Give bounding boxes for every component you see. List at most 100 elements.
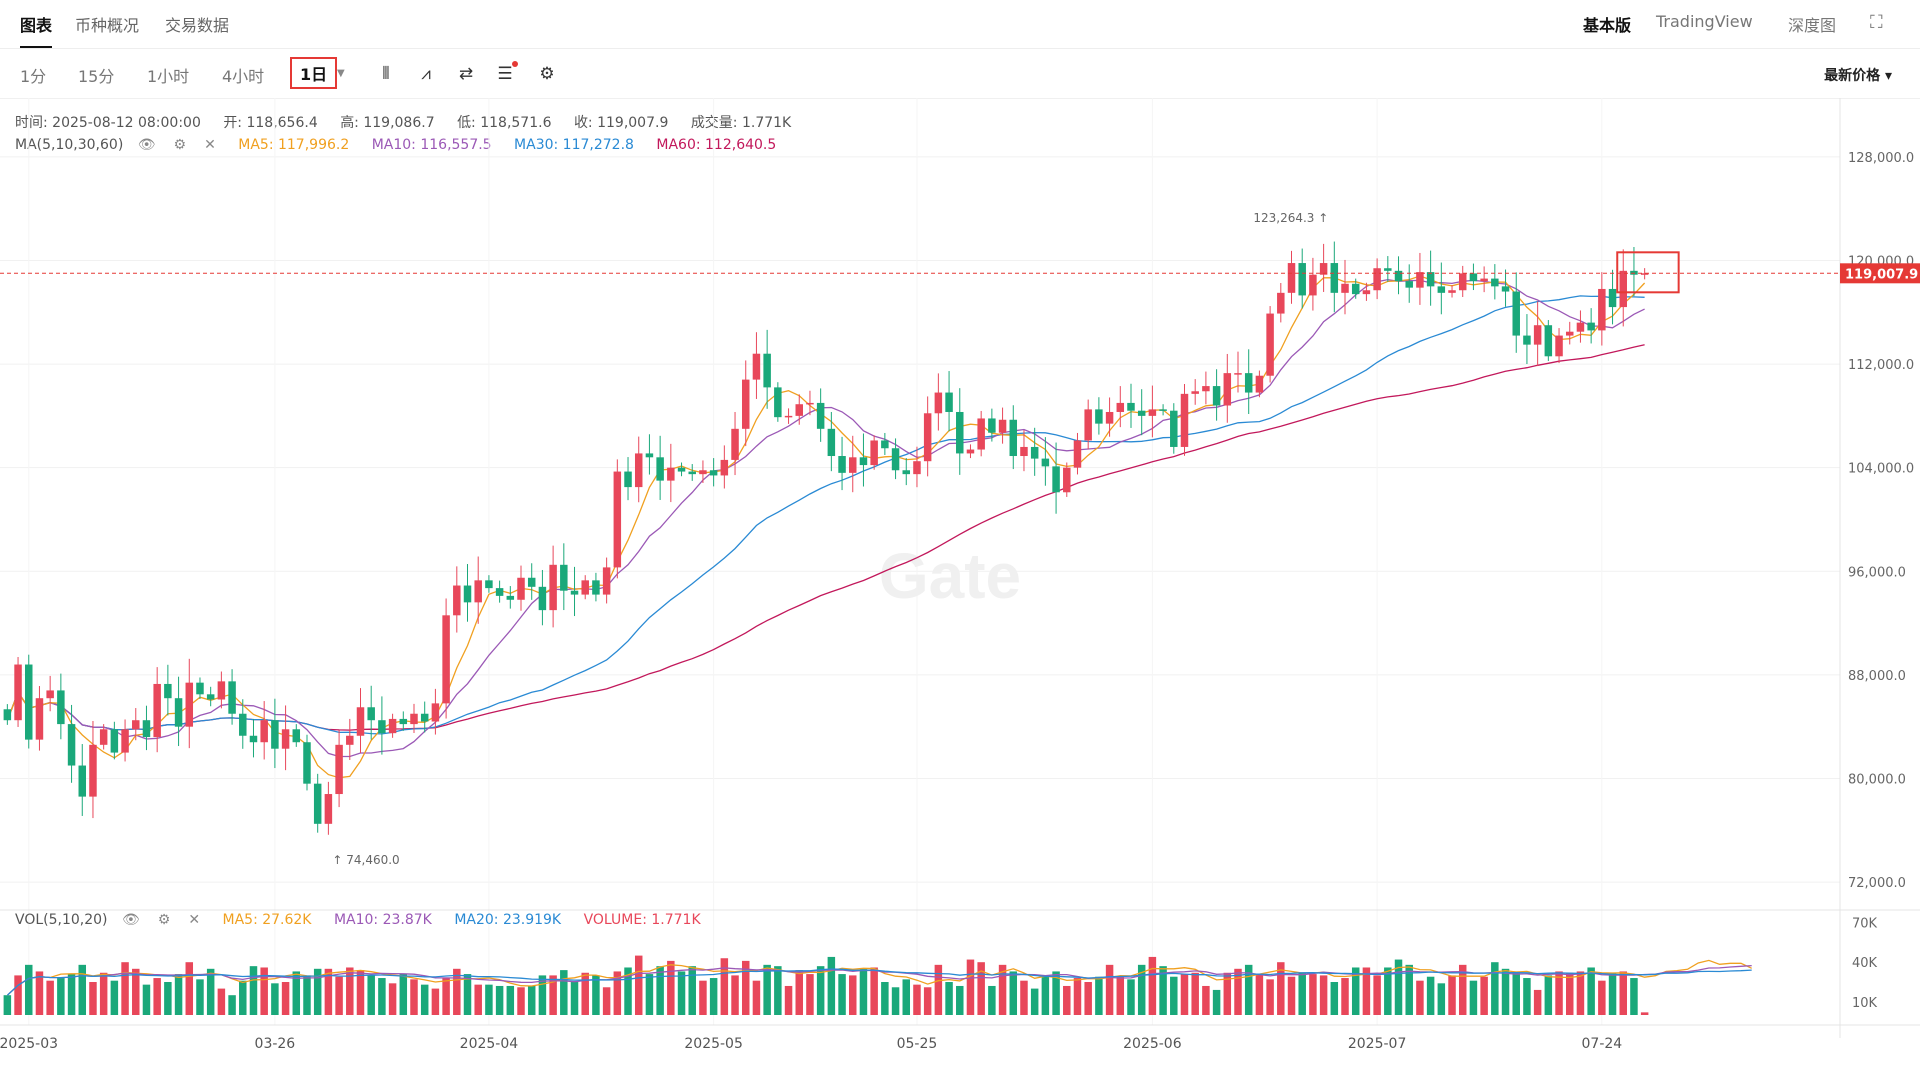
candle-body [1116,402,1125,412]
volume-bar [313,968,322,1015]
volume-tick-label: 40K [1852,956,1878,971]
tradingview-button[interactable]: TradingView [1656,12,1753,31]
volume-bar [142,984,151,1015]
tab-overview[interactable]: 币种概况 [75,16,140,35]
vol-eye-icon[interactable]: 👁 [121,912,140,928]
candle-body [538,586,547,611]
timeframe-1h[interactable]: 1小时 [147,67,190,86]
volume-bar [1512,971,1520,1015]
candle-body [271,720,279,749]
candle-body [346,735,354,745]
settings-icon[interactable]: ⚙ [173,137,187,153]
candle-body [1223,373,1232,406]
volume-bar [57,978,65,1015]
volume-bar [1170,976,1178,1015]
fullscreen-icon[interactable]: ⛶ [1870,12,1883,33]
time-tick-label: 03-26 [255,1036,296,1052]
candle-body [121,729,129,753]
timeframe-1d[interactable]: 1日 [290,57,338,89]
current-price-tag [1840,263,1920,284]
candle-body [1234,373,1242,375]
candle-body [1009,419,1018,457]
volume-bar [1212,989,1221,1015]
time-tick-label: 2025-04 [460,1036,519,1052]
price-tick-label: 128,000.0 [1848,151,1914,166]
candle-body [602,567,611,595]
timeframe-dropdown-icon[interactable]: ▼ [337,68,345,79]
volume-bar [806,974,814,1015]
volume-bar [249,966,258,1015]
layout-icon[interactable]: ⚙ [539,64,555,84]
candle-type-icon[interactable]: ⫴ [382,64,390,84]
price-type-select[interactable]: 最新价格 ▾ [1824,68,1892,84]
swap-icon[interactable]: ⇄ [458,64,474,84]
time-tick-label: 2025-03 [0,1036,58,1052]
candle-body [14,664,22,721]
candle-body [1373,268,1381,291]
candle-body [891,448,900,471]
candle-body [453,585,461,616]
volume-bar [303,975,311,1015]
volume-bar [1480,976,1488,1015]
volume-bar [870,967,878,1015]
indicator-icon[interactable]: ⩘ [421,64,431,84]
close-icon[interactable]: ✕ [204,137,216,153]
candle-body [870,440,878,466]
ma60-value: MA60: 112,640.5 [656,137,777,153]
ma5-value: MA5: 117,996.2 [238,137,350,153]
volume-bar [688,966,696,1015]
volume-bar [838,974,846,1015]
volume-bar [67,974,76,1015]
tab-chart[interactable]: 图表 [20,12,53,48]
volume-bar [945,982,953,1015]
candle-body [1148,409,1157,416]
volume-bar [1277,962,1285,1015]
price-chart[interactable]: Gate 72,000.0 80,000.0 88,000.0 96,000.0 104… [0,98,1920,1080]
eye-icon[interactable]: 👁 [137,137,156,153]
volume-bar [506,985,515,1015]
candle-body [1244,373,1253,393]
candle-body [1095,409,1103,424]
vol-legend-label: VOL(5,10,20) [15,912,108,928]
volume-bar [720,958,729,1015]
ohlc-time: 时间: 2025-08-12 08:00:00 [15,115,201,131]
ma60-line [6,344,1645,731]
volume-bar [816,966,825,1015]
volume-bar [1533,989,1542,1015]
timeframe-1m[interactable]: 1分 [20,67,47,86]
volume-bar [1598,980,1606,1015]
volume-bar [1523,978,1531,1015]
price-tick-label: 88,000.0 [1848,669,1906,684]
volume-bar [346,967,354,1015]
candle-body [1640,273,1649,275]
timeframe-15m[interactable]: 15分 [78,67,115,86]
volume-bar [827,956,836,1015]
tab-trading-data[interactable]: 交易数据 [165,16,230,35]
settings-list-icon[interactable]: ☰ [494,61,518,85]
candle-body [196,682,204,695]
candle-body [656,457,664,481]
volume-tick-label: 10K [1852,996,1878,1011]
timeframe-4h[interactable]: 4小时 [222,67,265,86]
volume-bar [1619,971,1627,1015]
depth-chart-button[interactable]: 深度图 [1788,16,1837,35]
ohlc-open: 开: 118,656.4 [223,115,318,131]
high-annotation: 123,264.3 ↑ [1253,211,1328,225]
volume-bar [1630,978,1638,1015]
vol-close-icon[interactable]: ✕ [188,912,201,928]
candle-body [570,590,579,595]
candle-body [420,713,429,722]
basic-view-button[interactable]: 基本版 [1583,16,1632,35]
candle-body [624,471,632,488]
vol-settings-icon[interactable]: ⚙ [157,912,171,928]
volume-bar [1555,971,1563,1015]
top-bar: 图表 币种概况 交易数据 基本版 TradingView 深度图 ⛶ [0,0,1920,49]
candle-body [1020,446,1028,457]
candle-body [1555,335,1563,357]
volume-bar [206,968,215,1015]
volume-bar [164,982,172,1015]
volume-bar [1052,971,1060,1015]
candle-body [1416,272,1424,288]
candle-body [378,720,386,734]
candle-body [1351,283,1360,295]
